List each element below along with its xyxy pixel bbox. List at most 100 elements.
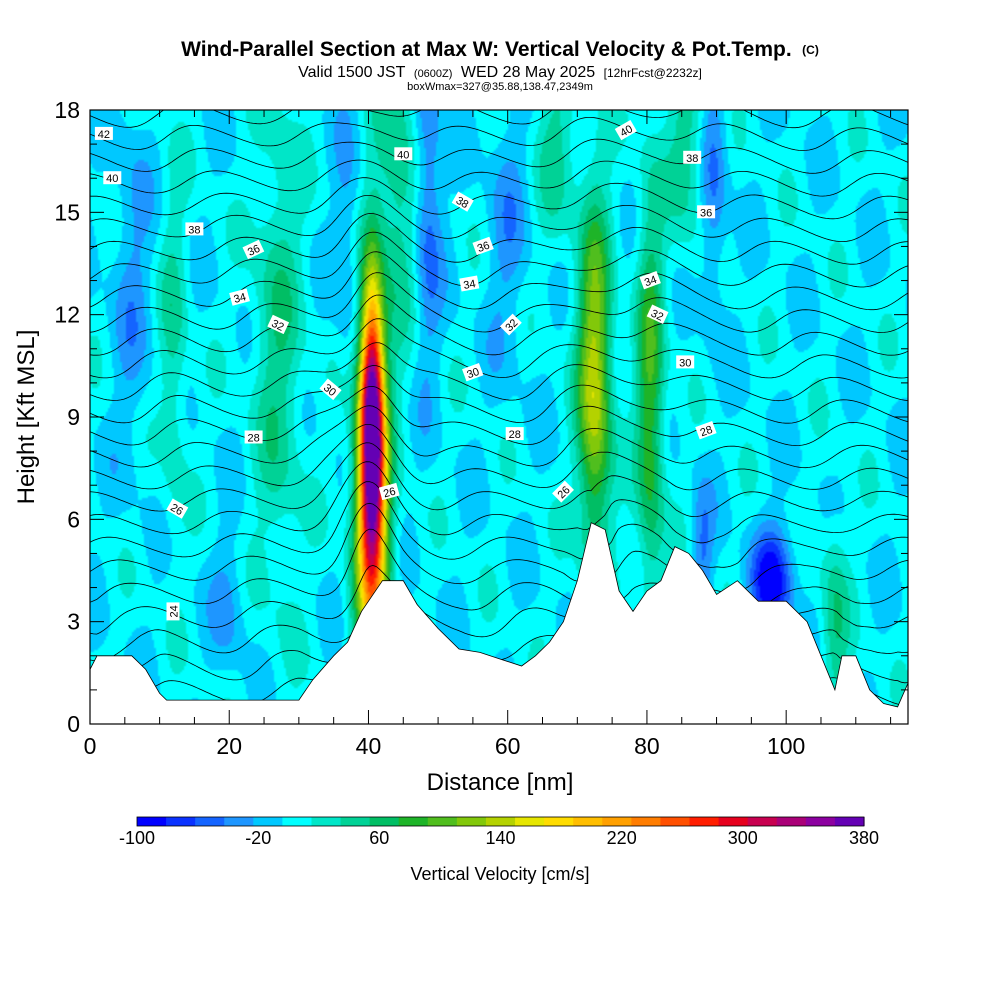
colorbar-tick-label: -20 [245,828,271,848]
contour-label-box [552,480,575,503]
colorbar-tick-label: 380 [849,828,879,848]
contour-label: 38 [185,222,204,236]
contour-label-text: 36 [476,240,492,255]
contour-label-box [676,355,695,369]
colorbar-swatch [631,817,662,826]
chart-title-line: Wind-Parallel Section at Max W: Vertical… [181,38,819,61]
colorbar-swatch [834,817,865,826]
theta-contour-line [90,110,908,129]
chart-title: Wind-Parallel Section at Max W: Vertical… [181,38,792,61]
colorbar-swatch [311,817,342,826]
contour-label-text: 38 [188,224,200,236]
contour-label-text: 32 [269,318,285,334]
contour-label-text: 32 [649,308,665,324]
theta-contour-line [90,177,908,220]
theta-contour-line [90,342,908,402]
contour-label: 34 [459,275,480,292]
contour-label-text: 38 [454,195,471,212]
contour-label-box [94,126,113,140]
theta-contour-line [90,385,908,447]
colorbar-swatch [166,817,196,826]
contour-label-text: 36 [700,207,712,219]
contour-label-text: 36 [246,243,262,259]
x-axis-title: Distance [nm] [427,769,574,796]
y-tick-label: 0 [67,711,80,737]
contour-label-box [166,498,189,519]
colorbar-swatch [689,817,720,826]
x-tick-label: 0 [84,733,97,759]
contour-label: 42 [94,126,113,141]
subtitle-forecast: [12hrFcst@2232z] [604,66,702,80]
contour-label-text: 34 [462,278,476,292]
theta-contour-line [90,424,908,491]
contour-label-box [499,313,522,336]
y-tick-label: 15 [54,199,80,225]
colorbar-swatch [340,817,371,826]
y-tick-label: 9 [67,404,80,430]
contour-label: 30 [676,355,695,369]
subtitle-utc: (0600Z) [414,68,453,80]
contour-label-box [451,191,474,212]
contour-label-box [378,482,400,501]
contour-label: 26 [378,482,400,501]
terrain-profile [90,522,908,724]
theta-contour-line [90,481,908,568]
colorbar-swatch [427,817,458,826]
x-tick-label: 80 [634,733,660,759]
theta-contour-line [90,138,908,174]
contour-label-text: 40 [618,123,635,140]
y-tick-label: 12 [54,302,80,328]
y-axis-title: Height [Kft MSL] [13,330,40,505]
contour-label-box [472,236,494,256]
contour-label-box [319,378,342,401]
theta-contour-line [90,231,908,288]
x-tick-label: 20 [216,733,242,759]
contour-label: 26 [166,498,189,519]
chart-subtitle: Valid 1500 JST (0600Z) WED 28 May 2025 [… [298,64,702,81]
colorbar-swatch [573,817,603,826]
contour-label-text: 40 [397,149,409,161]
potential-temperature-contours [90,110,908,724]
contour-label-text: 38 [686,153,698,165]
colorbar-swatch [456,817,487,826]
colorbar-tick-label: 300 [728,828,758,848]
contour-label-box [639,270,661,290]
contour-label-box [614,119,637,141]
colorbar [136,816,865,827]
contour-label-box [229,288,250,306]
colorbar-swatch [747,817,778,826]
contour-label-box [695,420,717,440]
colorbar-swatch [718,817,749,826]
colorbar-swatch [515,817,545,826]
contour-label-text: 26 [168,502,185,519]
contour-label-box [462,363,484,382]
colorbar-swatch [253,817,283,826]
colorbar-swatch [660,817,691,826]
contour-label: 30 [462,363,484,382]
contour-label-text: 26 [382,486,397,501]
x-tick-label: 100 [767,733,805,759]
colorbar-swatch [805,817,836,826]
box-wmax-info: boxWmax=327@35.88,138.47,2349m [407,81,593,93]
theta-contour-line [90,272,908,333]
contour-label-box [244,430,263,444]
contour-label-text: 24 [169,605,181,617]
contour-label-box [697,205,716,219]
theta-contour-line [90,528,908,613]
contour-label-box [103,171,122,185]
contour-label: 32 [267,314,290,335]
contour-label-box [242,239,265,260]
contour-label-box [459,275,480,292]
subtitle-date: WED 28 May 2025 [461,64,595,81]
contour-label: 36 [242,239,265,260]
colorbar-swatch [485,817,516,826]
contour-label: 24 [166,602,181,621]
contour-label-text: 34 [232,291,247,306]
theta-contour-line [90,294,908,356]
contour-label: 34 [639,270,661,290]
theta-contour-line [90,461,908,544]
contour-label-box [267,314,290,335]
